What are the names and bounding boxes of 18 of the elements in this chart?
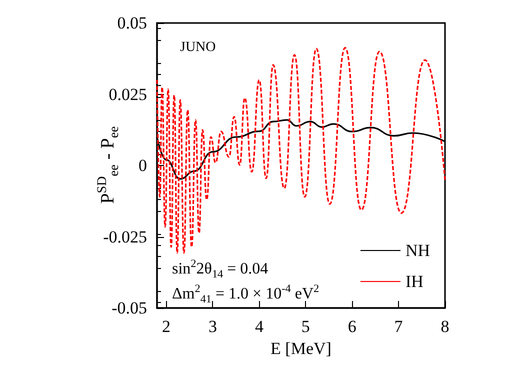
- x-tick-label: 5: [301, 317, 310, 336]
- y-tick-label: -0.05: [112, 298, 147, 318]
- y-tick-label: 0: [138, 156, 147, 175]
- legend-label: NH: [405, 241, 430, 260]
- x-tick-label: 7: [394, 317, 404, 336]
- x-tick-label: 2: [162, 317, 171, 336]
- x-tick-label: 6: [348, 317, 356, 336]
- legend-label: IH: [405, 272, 424, 291]
- x-axis-title: E [MeV]: [270, 339, 332, 358]
- x-tick-label: 3: [208, 317, 217, 336]
- y-tick-label: 0.025: [108, 84, 147, 104]
- x-tick-label: 4: [254, 317, 264, 336]
- y-tick-label: 0.05: [117, 14, 147, 32]
- annotation: JUNO: [180, 40, 216, 56]
- annotation: sin$^{2}$2θ$_{14}$ = 0.04: [172, 258, 268, 281]
- y-tick-label: -0.025: [103, 227, 147, 246]
- x-tick-label: 8: [440, 317, 450, 336]
- annotation: Δm$^{2}$$_{41}$ = 1.0 × 10$^{-4}$ eV$^{2}$: [172, 283, 320, 306]
